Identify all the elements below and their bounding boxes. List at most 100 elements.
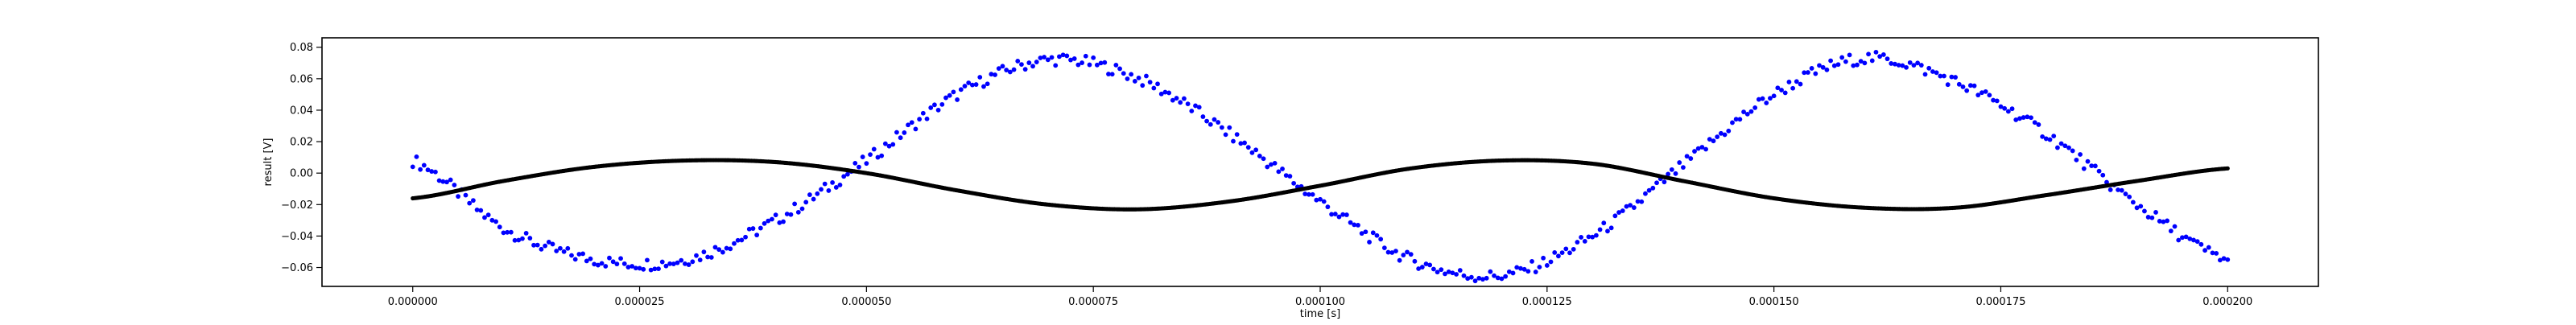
data-point xyxy=(977,75,983,80)
data-point xyxy=(894,130,899,135)
data-point xyxy=(1521,266,1527,272)
data-point xyxy=(1938,73,1943,79)
data-point xyxy=(2005,109,2011,114)
data-point xyxy=(1136,75,1141,80)
data-point xyxy=(1975,93,1981,98)
data-point xyxy=(875,154,881,160)
data-point xyxy=(1506,269,1512,274)
x-tick-label: 0.000000 xyxy=(388,296,438,308)
data-point xyxy=(1510,270,1516,276)
data-point xyxy=(516,237,522,243)
data-point xyxy=(1752,105,1758,110)
data-point xyxy=(1352,222,1357,228)
data-point xyxy=(1839,55,1845,60)
data-point xyxy=(648,267,654,273)
y-axis-ticks: −0.06 −0.04 −0.02 0.00 0.02 0.04 0.06 0.08 xyxy=(281,42,322,274)
data-point xyxy=(860,154,865,159)
data-point xyxy=(1926,65,1932,71)
data-point xyxy=(1771,93,1777,99)
data-point xyxy=(1817,63,1822,68)
data-point xyxy=(1786,80,1792,84)
data-point xyxy=(1030,64,1035,69)
data-point xyxy=(2130,200,2136,205)
data-point xyxy=(1960,84,1966,89)
data-point xyxy=(618,256,623,261)
data-point xyxy=(1662,179,1667,185)
x-tick-label: 0.000175 xyxy=(1975,296,2025,308)
data-point xyxy=(1643,191,1648,196)
data-point xyxy=(1666,171,1671,177)
data-point xyxy=(1265,164,1270,170)
data-point xyxy=(1922,72,1928,77)
data-point xyxy=(1223,132,1228,138)
data-point xyxy=(543,243,548,249)
data-point xyxy=(452,183,457,187)
data-point xyxy=(656,266,661,272)
data-point xyxy=(1571,246,1576,252)
data-point xyxy=(1537,265,1542,269)
data-point xyxy=(652,266,658,272)
data-point xyxy=(1182,96,1187,101)
data-point xyxy=(1022,67,1028,72)
data-point xyxy=(1748,109,1754,114)
data-point xyxy=(1979,90,1984,96)
data-point xyxy=(1144,73,1149,79)
data-point xyxy=(2225,257,2231,262)
data-point xyxy=(2055,145,2060,150)
data-point xyxy=(2183,234,2189,240)
data-point xyxy=(527,236,533,241)
data-point xyxy=(1468,274,1474,280)
data-point xyxy=(467,200,473,206)
data-point xyxy=(770,216,774,222)
data-point xyxy=(701,249,707,255)
data-point xyxy=(1896,63,1901,68)
data-point xyxy=(1779,88,1784,93)
data-point xyxy=(830,179,835,185)
data-point xyxy=(1454,272,1459,277)
data-point xyxy=(1416,266,1422,271)
data-point xyxy=(2040,134,2046,139)
data-point xyxy=(788,212,794,217)
y-tick-label: −0.06 xyxy=(281,262,313,274)
data-point xyxy=(2191,237,2196,243)
data-point xyxy=(470,198,476,204)
data-point xyxy=(554,249,559,253)
data-point xyxy=(1212,117,1217,122)
data-point xyxy=(1586,234,1591,240)
data-point xyxy=(1983,88,1988,94)
data-point xyxy=(1405,249,1410,255)
data-point xyxy=(1091,55,1096,60)
data-point xyxy=(743,234,748,240)
data-point xyxy=(2187,236,2193,241)
data-point xyxy=(1162,89,1168,95)
data-point xyxy=(1408,252,1414,257)
data-point xyxy=(811,196,816,202)
data-point xyxy=(1261,156,1266,162)
data-point xyxy=(708,255,714,260)
data-point xyxy=(1802,70,1807,76)
data-point xyxy=(1855,62,1860,68)
data-point xyxy=(482,215,487,220)
data-point xyxy=(444,179,449,185)
data-point xyxy=(1356,223,1360,228)
data-point xyxy=(603,264,609,269)
data-point xyxy=(1113,63,1119,68)
data-point xyxy=(1847,52,1852,58)
data-point xyxy=(1087,62,1092,68)
data-point xyxy=(2134,205,2140,211)
data-point xyxy=(792,201,798,207)
data-point xyxy=(1764,101,1769,105)
data-point xyxy=(433,169,438,175)
data-point xyxy=(1806,70,1810,75)
series-1 xyxy=(411,158,2230,212)
data-point xyxy=(523,231,529,236)
data-point xyxy=(599,261,605,266)
data-point xyxy=(2089,163,2095,169)
data-point xyxy=(1151,85,1157,91)
data-point xyxy=(1155,81,1160,87)
data-point xyxy=(819,187,824,192)
data-point xyxy=(712,245,718,250)
data-point xyxy=(1612,213,1618,219)
data-point xyxy=(724,245,729,251)
